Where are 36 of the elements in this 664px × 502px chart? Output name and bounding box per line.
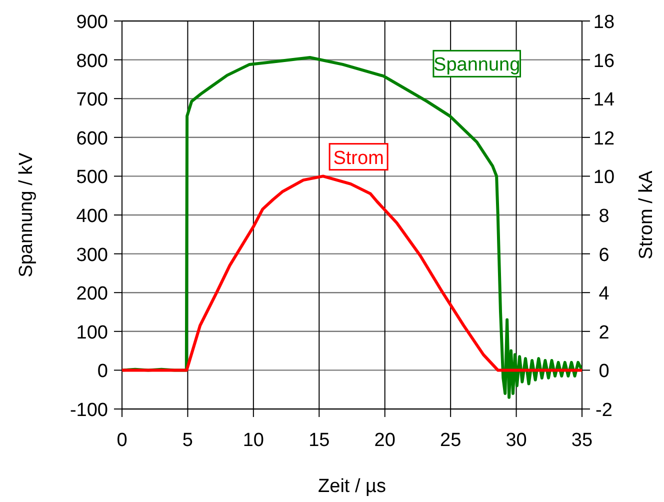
y2-tick-label: 0 [598, 361, 610, 382]
x-tick-label: 25 [440, 430, 462, 451]
y2-axis-title: Strom / kA [636, 170, 657, 260]
y-tick-label: 500 [76, 167, 108, 188]
y2-tick-label: 10 [593, 167, 615, 188]
x-tick-label: 30 [506, 430, 527, 451]
y2-tick-label: 8 [598, 206, 610, 227]
y-tick-label: 100 [76, 322, 108, 344]
y2-tick-label: 18 [593, 12, 615, 33]
y-tick-label: 600 [76, 128, 108, 150]
y-tick-label: 0 [97, 361, 108, 382]
y2-tick-label: -2 [596, 400, 612, 421]
y2-tick-label: 2 [598, 322, 610, 344]
y-tick-label: 800 [76, 50, 108, 72]
x-tick-label: 35 [571, 430, 593, 451]
series-label: Spannung [434, 54, 520, 76]
x-tick-label: 10 [242, 430, 264, 451]
y-tick-label: 200 [76, 284, 108, 305]
x-tick-label: 15 [308, 430, 330, 451]
y-tick-label: 400 [76, 206, 108, 227]
y-tick-label: 300 [76, 244, 108, 266]
x-tick-label: 0 [116, 430, 128, 451]
y-tick-label: 700 [76, 90, 108, 111]
y2-tick-label: 4 [598, 284, 610, 305]
x-axis-title: Zeit / µs [318, 476, 386, 497]
line-series [122, 174, 582, 372]
y-axis-title: Spannung / kV [16, 152, 37, 278]
y-tick-label: -100 [70, 400, 108, 421]
y2-tick-label: 12 [593, 128, 615, 150]
x-tick-label: 5 [182, 430, 194, 451]
y2-tick-label: 6 [598, 244, 610, 266]
series-label: Strom [333, 148, 384, 169]
x-tick-label: 20 [374, 430, 396, 451]
y2-tick-label: 14 [593, 90, 615, 111]
y-tick-label: 900 [76, 12, 108, 33]
y2-tick-label: 16 [593, 50, 615, 72]
